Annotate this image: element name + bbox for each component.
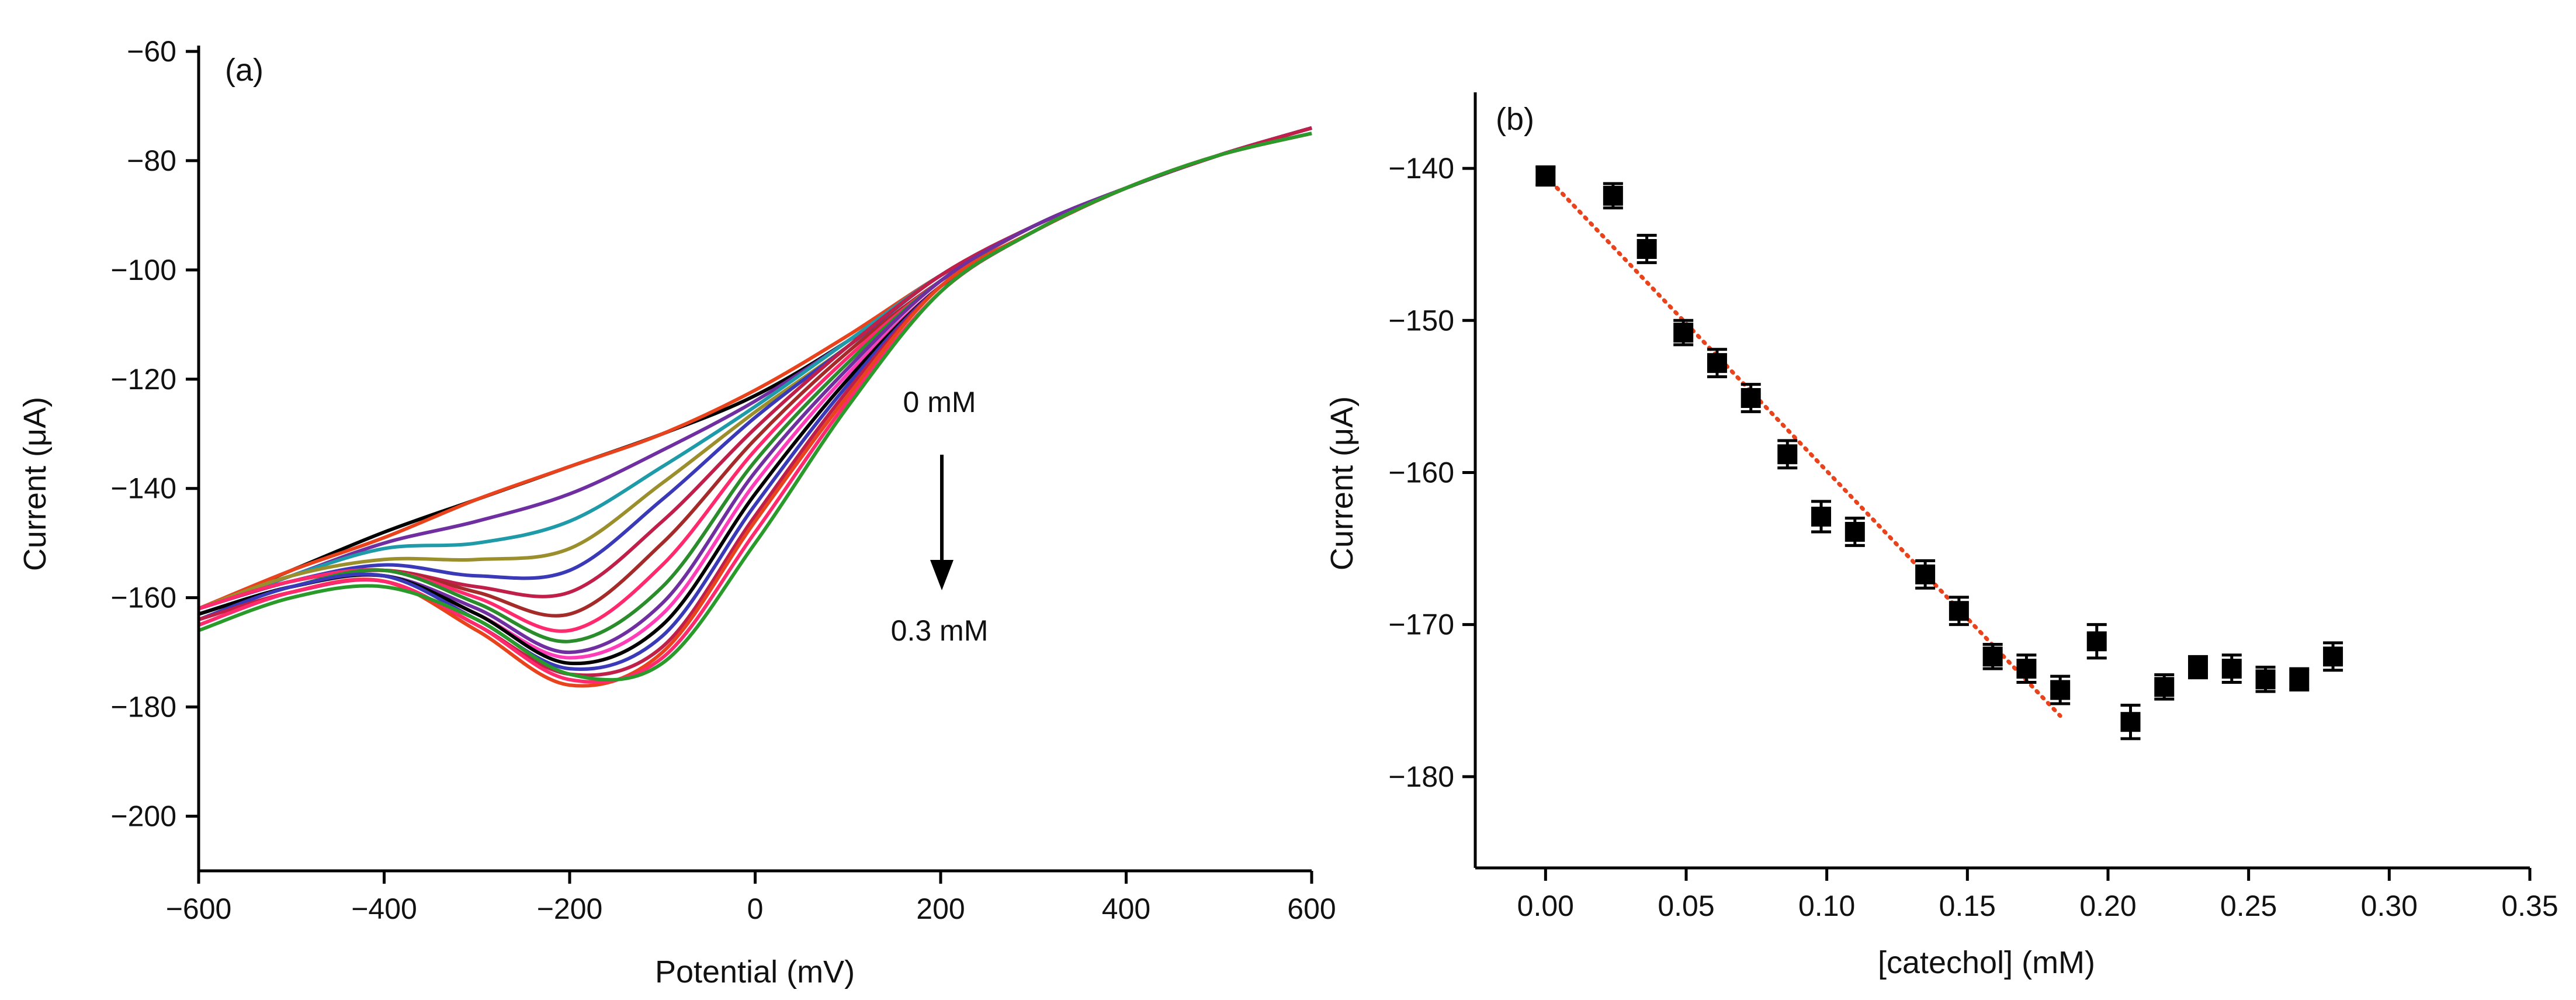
data-point: [1673, 323, 1694, 343]
series-line-14: [198, 126, 1312, 671]
data-point: [2289, 669, 2310, 690]
chart-a-curves: [197, 126, 1312, 688]
y-tick-label: −180: [110, 691, 176, 724]
data-point: [1741, 387, 1761, 408]
y-tick-label: −60: [127, 35, 176, 68]
chart-b-ticks: 0.00 0.05 0.10 0.15 0.20 0.25 0.30 0.35 −140 −150…: [1388, 152, 2558, 922]
series-line-18: [197, 132, 1312, 682]
data-point: [1915, 564, 1936, 584]
data-point: [2120, 712, 2141, 732]
y-tick-label: −100: [110, 254, 176, 286]
chart-b-fit-line: [1543, 174, 2062, 718]
data-point: [1777, 444, 1798, 465]
chart-b-points: [1535, 165, 2343, 741]
annotation-start-label: 0 mM: [903, 386, 976, 418]
data-point: [1535, 166, 1556, 186]
chart-a-y-axis-label: Current (μA): [18, 397, 53, 571]
x-tick-label: 0.35: [2501, 890, 2558, 922]
series-line-5: [197, 126, 1312, 611]
series-line-4: [198, 126, 1312, 611]
data-point: [2086, 631, 2107, 652]
chart-b: (b) 0.00 0.05 0.10 0.15 0.20 0.25 0.30 0.35 −140…: [1325, 92, 2558, 980]
chart-a-ticks: −600 −400 −200 0 200 400 600 −60 −80 −100 −120 −140…: [110, 35, 1336, 925]
x-tick-label: 0.00: [1517, 890, 1574, 922]
annotation-end-label: 0.3 mM: [891, 614, 989, 647]
x-tick-label: −400: [351, 892, 417, 925]
series-line-7: [198, 126, 1312, 611]
series-line-1: [197, 126, 1312, 611]
series-line-3: [198, 126, 1312, 611]
y-tick-label: −150: [1388, 304, 1454, 337]
y-tick-label: −170: [1388, 608, 1454, 641]
series-line-2: [197, 126, 1312, 611]
data-point: [2154, 677, 2175, 697]
series-line-9: [198, 126, 1312, 633]
data-point: [1949, 601, 1969, 621]
data-point: [1603, 185, 1623, 206]
data-point: [2221, 659, 2242, 679]
y-tick-label: −140: [110, 472, 176, 505]
x-tick-label: 600: [1287, 892, 1336, 925]
data-point: [2016, 659, 2037, 679]
x-tick-label: 0.10: [1798, 890, 1855, 922]
series-line-6: [198, 126, 1312, 611]
chart-b-x-axis-label: [catechol] (mM): [1878, 945, 2095, 980]
data-point: [1811, 506, 1832, 527]
panel-b-label: (b): [1496, 102, 1534, 137]
y-tick-label: −180: [1388, 760, 1454, 793]
x-tick-label: 0.15: [1939, 890, 1996, 922]
chart-a: (a) −600 −400 −200 0 200 400 600 −60 −80 −100 −120…: [18, 35, 1336, 989]
x-tick-label: 200: [916, 892, 965, 925]
y-tick-label: −160: [1388, 456, 1454, 489]
x-tick-label: 0.05: [1658, 890, 1714, 922]
data-point: [2255, 669, 2276, 690]
chart-b-y-axis-label: Current (μA): [1325, 396, 1360, 570]
series-line-16: [197, 132, 1312, 688]
data-point: [1637, 239, 1657, 259]
linear-fit-line: [1543, 174, 2062, 718]
x-tick-label: 0: [747, 892, 764, 925]
data-point: [2188, 657, 2209, 677]
data-point: [1982, 646, 2003, 667]
y-tick-label: −120: [110, 363, 176, 396]
data-point: [1845, 521, 1865, 542]
y-tick-label: −80: [127, 144, 176, 177]
x-tick-label: 0.25: [2220, 890, 2277, 922]
data-point: [1707, 353, 1727, 373]
down-arrow-icon: [930, 560, 954, 590]
y-tick-label: −200: [110, 800, 176, 833]
x-tick-label: −200: [537, 892, 603, 925]
panel-a-label: (a): [225, 53, 264, 88]
data-point: [2050, 680, 2071, 700]
y-tick-label: −160: [110, 582, 176, 614]
x-tick-label: −600: [166, 892, 232, 925]
x-tick-label: 400: [1102, 892, 1150, 925]
chart-a-x-axis-label: Potential (mV): [655, 954, 855, 989]
x-tick-label: 0.20: [2079, 890, 2136, 922]
x-tick-label: 0.30: [2361, 890, 2418, 922]
y-tick-label: −140: [1388, 152, 1454, 185]
data-point: [2323, 646, 2343, 667]
